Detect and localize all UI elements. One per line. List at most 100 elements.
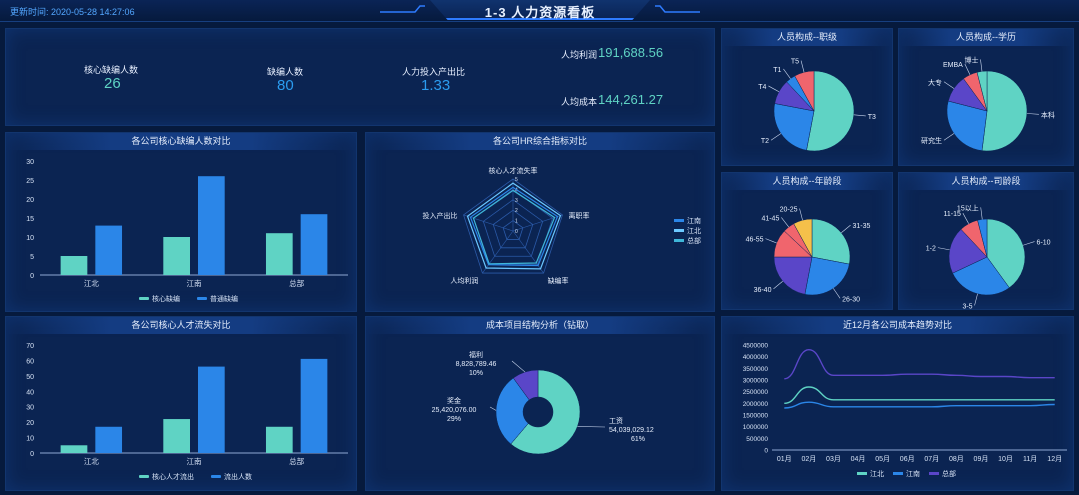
radar-axis-line xyxy=(482,230,514,274)
pie-label-line xyxy=(773,280,783,290)
y-tick-label: 70 xyxy=(26,343,34,350)
pie-label-line xyxy=(783,68,791,79)
pie-slice xyxy=(773,256,813,295)
y-tick-label: 30 xyxy=(26,405,34,412)
pie-label-line xyxy=(799,208,803,221)
radar-scale-label: 5 xyxy=(515,177,518,183)
pie-label: 31-35 xyxy=(853,223,871,230)
x-tick-label: 09月 xyxy=(974,455,989,463)
y-tick-label: 3500000 xyxy=(743,366,769,373)
radar-scale-label: 0 xyxy=(515,229,518,235)
donut-label-value: 8,828,789.46 xyxy=(456,361,497,368)
radar-scale-label: 1 xyxy=(515,219,518,225)
pie-label: 3-5 xyxy=(962,303,972,310)
bar-2 xyxy=(300,214,328,275)
radar-scale-label: 4 xyxy=(515,187,518,193)
donut-label-line xyxy=(489,406,497,411)
legend-label: 总部 xyxy=(687,236,701,245)
kpi-core-vacancy-label: 核心缺编人数 xyxy=(84,65,139,75)
radar-series-line xyxy=(469,186,559,267)
y-tick-label: 0 xyxy=(764,448,768,455)
y-tick-label: 0 xyxy=(30,451,34,458)
y-tick-label: 5 xyxy=(30,254,34,261)
x-tick-label: 江南 xyxy=(187,278,202,288)
y-tick-label: 60 xyxy=(26,358,34,365)
x-tick-label: 03月 xyxy=(826,455,841,463)
pie-label-line xyxy=(781,217,789,228)
y-tick-label: 25 xyxy=(26,178,34,185)
radar-title: 各公司HR综合指标对比 xyxy=(366,133,714,150)
bar-1 xyxy=(60,445,88,453)
y-tick-label: 500000 xyxy=(746,436,768,443)
x-tick-label: 总部 xyxy=(289,278,304,288)
legend-label: 江北 xyxy=(687,227,701,235)
y-tick-label: 50 xyxy=(26,374,34,381)
donut-label-line xyxy=(511,360,526,373)
bar-1 xyxy=(265,426,293,453)
y-tick-label: 20 xyxy=(26,420,34,427)
legend-swatch xyxy=(197,297,207,300)
donut-label-percent: 61% xyxy=(631,436,645,443)
pie-label-line xyxy=(1026,113,1039,115)
pie-slice xyxy=(510,369,581,455)
pie-edu-panel: 人员构成--学历 本科 研究生 大专 EMBA 博士 xyxy=(898,28,1074,166)
y-tick-label: 20 xyxy=(26,197,34,204)
pie-rank-chart: T3 T2 T4 T1 T5 xyxy=(758,59,876,152)
cost-trend-chart: 0 500000 1000000 1500000 2000000 2500000 30000… xyxy=(743,343,1067,478)
pie-age-title: 人员构成--年龄段 xyxy=(722,173,892,190)
pie-label-line xyxy=(833,288,841,299)
legend-swatch xyxy=(674,229,684,232)
pie-slice xyxy=(981,70,1028,152)
bar-1 xyxy=(163,237,190,275)
pie-label: 15以上 xyxy=(957,203,979,212)
legend-label: 流出人数 xyxy=(224,472,252,481)
pie-label: T4 xyxy=(758,84,766,91)
legend-label: 总部 xyxy=(942,469,956,478)
cost-trend-panel: 近12月各公司成本趋势对比 0 500000 1000000 1500000 20000… xyxy=(721,316,1074,491)
pie-slice xyxy=(986,218,1026,289)
core-vacancy-panel: 各公司核心缺编人数对比 0 5 10 15 20 25 30 江北 江南 总部 核心缺编 普通缺编 xyxy=(5,132,357,312)
title-deco-left-icon xyxy=(380,5,425,13)
pie-label: 20-25 xyxy=(780,207,798,214)
radar-grid-ring xyxy=(463,178,563,274)
kpi-vacancy-label: 缺编人数 xyxy=(267,67,304,77)
x-tick-label: 江北 xyxy=(84,457,99,466)
x-tick-label: 10月 xyxy=(998,455,1013,463)
donut-label-name: 工资 xyxy=(609,416,623,425)
y-tick-label: 10 xyxy=(26,436,34,443)
legend-swatch xyxy=(211,475,221,478)
core-loss-panel: 各公司核心人才流失对比 0 10 20 30 40 50 60 70 江北 江南 总部 核心人才流出 流… xyxy=(5,316,357,491)
bar-1 xyxy=(60,256,88,275)
radar-indicator-label: 离职率 xyxy=(568,211,589,220)
pie-rank-title: 人员构成--职级 xyxy=(722,29,892,46)
title-deco-right-icon xyxy=(655,5,700,13)
y-tick-label: 2000000 xyxy=(743,401,769,408)
pie-label: T5 xyxy=(791,59,799,66)
kpi-core-vacancy-value: 26 xyxy=(104,75,121,92)
cost-trend-title: 近12月各公司成本趋势对比 xyxy=(722,317,1073,334)
x-tick-label: 12月 xyxy=(1047,455,1062,463)
y-tick-label: 0 xyxy=(30,273,34,280)
x-tick-label: 江南 xyxy=(187,456,202,466)
kpi-roi-label: 人力投入产出比 xyxy=(402,67,466,77)
cost-donut-title: 成本项目结构分析（钻取） xyxy=(366,317,714,334)
pie-tenure-title: 人员构成--司龄段 xyxy=(899,173,1073,190)
y-tick-label: 1000000 xyxy=(743,424,769,431)
x-tick-label: 江北 xyxy=(84,279,99,288)
donut-label-value: 54,039,029.12 xyxy=(609,427,654,434)
pie-slice xyxy=(811,218,851,265)
pie-label: T1 xyxy=(773,67,781,74)
y-tick-label: 2500000 xyxy=(743,389,769,396)
y-tick-label: 40 xyxy=(26,389,34,396)
donut-label-name: 奖金 xyxy=(447,396,461,405)
pie-age-panel: 人员构成--年龄段 31-35 26-30 36-40 46-55 41-45 20-25 xyxy=(721,172,893,310)
radar-series-line xyxy=(472,189,556,265)
kpi-profit-label: 人均利润 xyxy=(561,50,598,60)
pie-label-line xyxy=(770,133,782,141)
radar-indicator-label: 人均利润 xyxy=(450,276,478,285)
pie-label: 26-30 xyxy=(842,296,860,303)
x-tick-label: 05月 xyxy=(875,455,890,463)
